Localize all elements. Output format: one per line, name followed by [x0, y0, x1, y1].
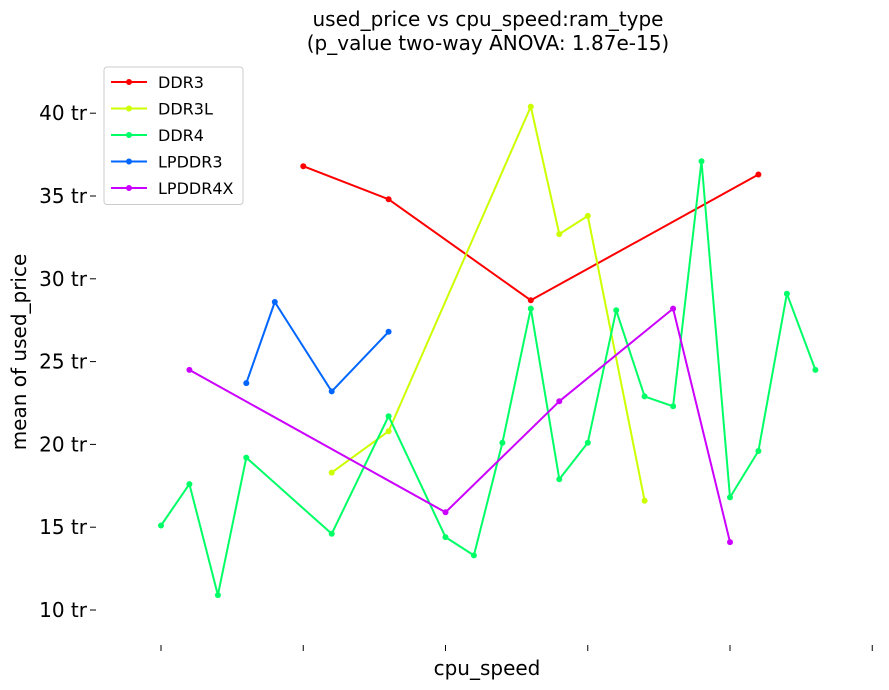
series-line [331, 105, 646, 501]
data-point [300, 163, 307, 170]
series-layer [158, 103, 819, 599]
x-axis-ticks [160, 645, 873, 651]
data-point [243, 380, 250, 387]
data-point [328, 469, 335, 476]
data-point [385, 428, 392, 435]
y-tick-label: 40 tr [39, 101, 88, 125]
data-point [783, 290, 790, 297]
data-point [727, 494, 733, 501]
data-point [328, 530, 335, 537]
legend-item-ddr3: DDR3 [111, 73, 204, 92]
y-tick-label: 25 tr [39, 350, 88, 374]
legend: DDR3 DDR3L DDR4 LPDDR3 LPDDR4X [103, 66, 244, 205]
data-point [727, 539, 733, 546]
data-point [158, 522, 164, 529]
data-point [385, 328, 392, 335]
y-tick-label: 35 tr [39, 184, 88, 208]
data-point [670, 403, 677, 410]
y-tick-label: 30 tr [39, 267, 88, 291]
data-point [755, 171, 762, 178]
data-point [527, 103, 534, 110]
data-point [214, 592, 221, 599]
chart-title-line2: (p_value two-way ANOVA: 1.87e-15) [307, 31, 669, 55]
data-point [613, 307, 620, 314]
x-axis-label: cpu_speed [434, 656, 541, 680]
data-point [641, 497, 648, 504]
legend-marker [126, 185, 132, 191]
series-ddr3 [300, 163, 762, 304]
data-point [385, 196, 392, 203]
legend-marker [126, 132, 132, 138]
data-point [584, 439, 591, 446]
data-point [527, 297, 534, 304]
y-tick-label: 15 tr [39, 515, 88, 539]
data-point [271, 299, 278, 305]
y-axis-ticks: 10 tr 15 tr 20 tr 25 tr 30 tr 35 tr 40 tr [39, 101, 96, 622]
series-lpddr4x [186, 305, 733, 546]
series-line [245, 301, 390, 393]
y-tick-label: 20 tr [39, 432, 88, 456]
legend-item-lpddr4x: LPDDR4X [111, 179, 234, 198]
series-line [302, 165, 759, 302]
data-point [243, 454, 250, 461]
legend-item-lpddr3: LPDDR3 [111, 153, 223, 172]
data-point [670, 305, 677, 312]
data-point [499, 439, 506, 446]
data-point [186, 366, 193, 373]
series-line [160, 160, 817, 597]
data-point [186, 481, 193, 488]
legend-label: LPDDR3 [158, 153, 223, 172]
legend-box [103, 66, 244, 205]
y-axis-label: mean of used_price [7, 254, 31, 451]
y-tick-label: 10 tr [39, 598, 88, 622]
legend-marker [126, 158, 132, 165]
series-ddr3l [328, 103, 648, 504]
legend-item-ddr4: DDR4 [111, 126, 204, 145]
chart-title-line1: used_price vs cpu_speed:ram_type [312, 7, 663, 31]
legend-label: DDR4 [158, 126, 204, 145]
data-point [385, 413, 392, 420]
legend-label: DDR3 [158, 73, 204, 92]
legend-item-ddr3l: DDR3L [111, 100, 213, 119]
data-point [641, 393, 648, 400]
legend-label: LPDDR4X [158, 179, 234, 198]
data-point [556, 231, 563, 238]
series-line [188, 307, 731, 543]
series-lpddr3 [243, 299, 392, 395]
legend-label: DDR3L [158, 100, 213, 119]
legend-marker [126, 105, 132, 112]
data-point [470, 552, 477, 559]
series-ddr4 [158, 158, 819, 599]
data-point [556, 476, 563, 483]
data-point [698, 158, 705, 165]
data-point [328, 388, 335, 395]
data-point [584, 212, 591, 219]
data-point [527, 305, 534, 312]
data-point [755, 448, 762, 454]
data-point [442, 534, 449, 541]
data-point [442, 509, 449, 516]
data-point [556, 398, 563, 405]
legend-marker [126, 79, 132, 85]
data-point [812, 366, 819, 373]
